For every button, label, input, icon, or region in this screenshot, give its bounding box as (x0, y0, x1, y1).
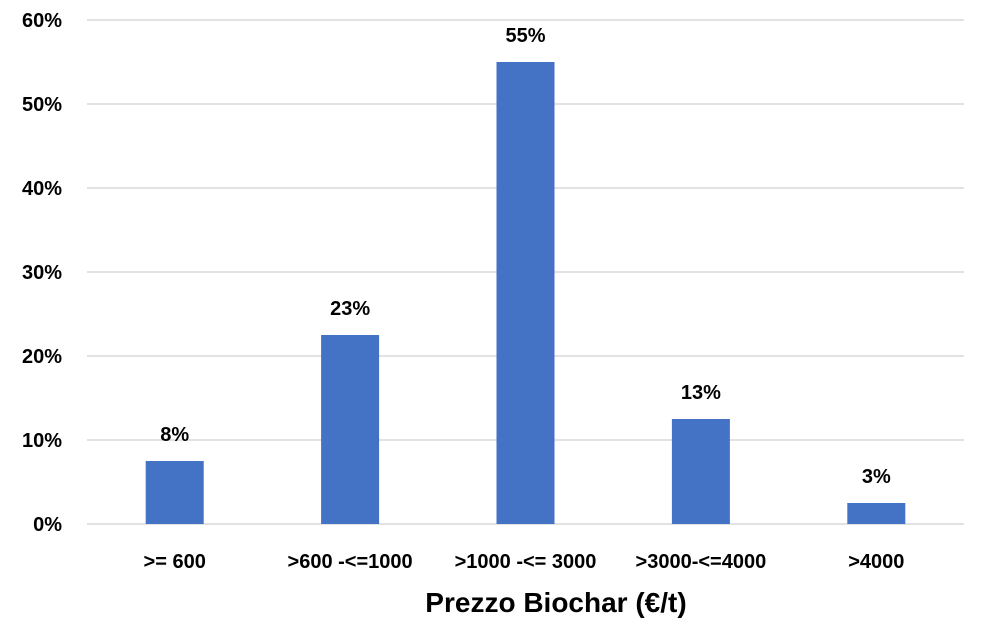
y-tick-label: 30% (22, 262, 62, 284)
data-label: 8% (160, 424, 189, 446)
data-label: 55% (505, 25, 545, 47)
x-category-label: >1000 -<= 3000 (455, 551, 597, 573)
x-category-label: >3000-<=4000 (636, 551, 767, 573)
x-category-label: >= 600 (144, 551, 206, 573)
data-label: 23% (330, 298, 370, 320)
bar (321, 335, 380, 524)
bars (145, 62, 906, 524)
x-category-label: >600 -<=1000 (288, 551, 413, 573)
x-category-label: >4000 (848, 551, 904, 573)
data-label: 3% (862, 466, 891, 488)
x-axis-title: Prezzo Biochar (€/t) (425, 587, 686, 618)
bar (847, 503, 906, 524)
y-tick-label: 60% (22, 10, 62, 32)
bar (496, 62, 555, 524)
bar (145, 461, 204, 524)
data-labels: 8% 23% 55% 13% 3% (160, 25, 891, 488)
data-label: 13% (681, 382, 721, 404)
y-tick-label: 0% (33, 514, 62, 536)
x-axis-category-labels: >= 600 >600 -<=1000 >1000 -<= 3000 >3000-<=… (144, 551, 905, 573)
y-tick-label: 50% (22, 94, 62, 116)
y-axis-tick-labels: 0% 10% 20% 30% 40% 50% 60% (22, 10, 62, 536)
y-tick-label: 40% (22, 178, 62, 200)
bar (671, 419, 730, 524)
y-tick-label: 10% (22, 430, 62, 452)
y-tick-label: 20% (22, 346, 62, 368)
